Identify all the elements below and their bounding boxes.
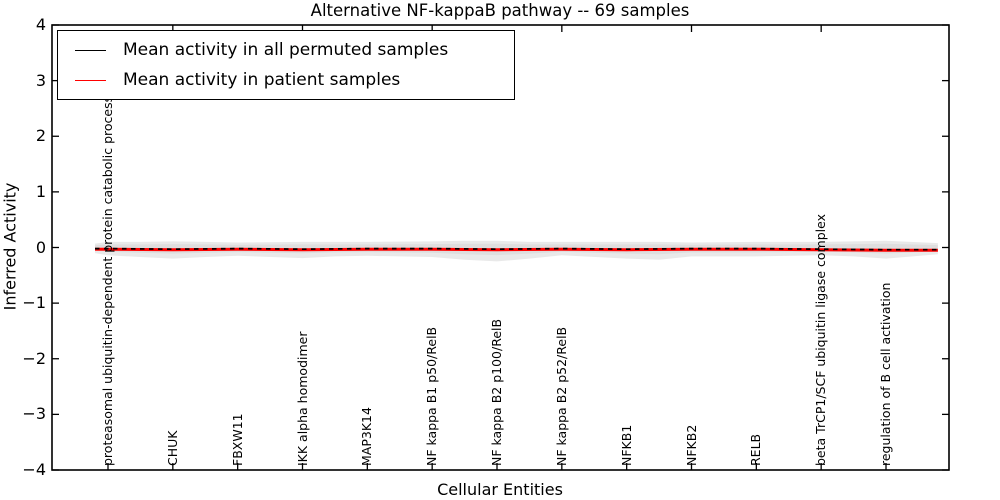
y-tick-label: 2 [35,126,46,146]
legend: Mean activity in all permuted samples Me… [57,30,515,100]
legend-entry-patient: Mean activity in patient samples [58,68,514,92]
y-tick-label: 0 [35,237,46,257]
y-tick-label: 4 [35,15,46,34]
patient-line-icon [75,79,106,81]
x-tick-label: beta TrCP1/SCF ubiquitin ligase complex [813,214,829,466]
permuted-line-icon [75,49,106,51]
x-tick-label: NF kappa B2 p52/RelB [553,326,569,466]
x-tick-label: CHUK [164,430,180,466]
y-tick-label: −3 [22,404,46,424]
y-tick-label: 1 [35,181,46,201]
x-tick-label: RELB [748,433,764,466]
x-tick-label: MAP3K14 [359,407,375,466]
y-tick-label: −1 [22,293,46,313]
legend-label-permuted: Mean activity in all permuted samples [123,40,449,60]
x-axis-label: Cellular Entities [437,480,563,499]
x-tick-label: regulation of B cell activation [878,282,893,466]
x-tick-label: NFKB1 [618,424,634,466]
x-tick-label: NFKB2 [683,424,699,466]
x-tick-label: IKK alpha homodimer [294,331,310,467]
legend-entry-permuted: Mean activity in all permuted samples [58,38,514,62]
y-tick-label: −4 [22,460,46,479]
y-tick-label: −2 [22,348,46,368]
y-tick-label: 3 [35,70,46,90]
x-tick-label: NF kappa B1 p50/RelB [424,326,440,466]
x-tick-label: FBXW11 [229,413,245,466]
legend-label-patient: Mean activity in patient samples [123,70,401,90]
x-tick-label: proteasomal ubiquitin-dependent protein … [100,95,115,466]
chart-title: Alternative NF-kappaB pathway -- 69 samp… [310,1,690,20]
x-tick-label: NF kappa B2 p100/RelB [489,318,504,466]
